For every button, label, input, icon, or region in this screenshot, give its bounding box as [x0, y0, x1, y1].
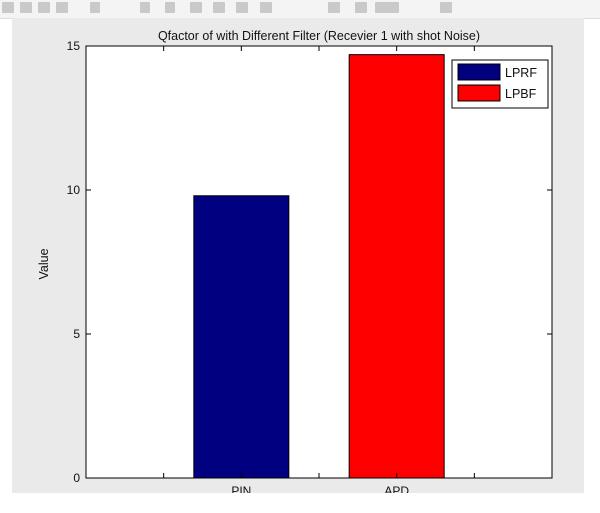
toolbar-icon[interactable]: [2, 2, 14, 13]
toolbar-icon[interactable]: [165, 2, 175, 13]
legend-swatch-lpbf: [457, 84, 501, 102]
toolbar-icon[interactable]: [440, 2, 452, 13]
toolbar-icon[interactable]: [90, 2, 100, 13]
legend-label-lprf: LPRF: [505, 66, 537, 80]
legend-label-lpbf: LPBF: [505, 87, 537, 101]
toolbar-icon[interactable]: [20, 2, 32, 13]
chart-title: Qfactor of with Different Filter (Recevi…: [158, 29, 480, 43]
legend: LPRF LPBF: [451, 59, 549, 109]
toolbar-icon[interactable]: [38, 2, 50, 13]
toolbar-icon[interactable]: [190, 2, 202, 13]
legend-swatch-lprf: [457, 63, 501, 81]
y-tick-label: 15: [67, 39, 81, 53]
plot-area: [85, 45, 553, 479]
y-tick-label: 10: [67, 183, 81, 197]
toolbar-icon[interactable]: [260, 2, 272, 13]
chart: Qfactor of with Different Filter (Recevi…: [37, 29, 553, 493]
toolbar-icon[interactable]: [236, 2, 248, 13]
bars: [193, 54, 445, 479]
x-tick-label-pin: PIN: [231, 484, 251, 493]
x-ticks: PIN APD: [163, 46, 475, 493]
toolbar-icon[interactable]: [375, 2, 399, 13]
toolbar-icon[interactable]: [140, 2, 150, 13]
toolbar-icon[interactable]: [355, 2, 367, 13]
toolbar-icon[interactable]: [56, 2, 68, 13]
y-tick-label: 5: [73, 327, 80, 341]
toolbar-strip: [0, 0, 600, 19]
y-ticks: 0 5 10 15: [67, 39, 552, 485]
bar-lpbf-apd: [348, 54, 445, 479]
toolbar-icon[interactable]: [328, 2, 340, 13]
toolbar-icon[interactable]: [213, 2, 225, 13]
figure-area: Qfactor of with Different Filter (Recevi…: [12, 18, 584, 493]
bar-lprf-pin: [193, 195, 290, 479]
y-tick-label: 0: [73, 471, 80, 485]
y-axis-label: Value: [37, 248, 51, 279]
x-tick-label-apd: APD: [384, 484, 409, 493]
